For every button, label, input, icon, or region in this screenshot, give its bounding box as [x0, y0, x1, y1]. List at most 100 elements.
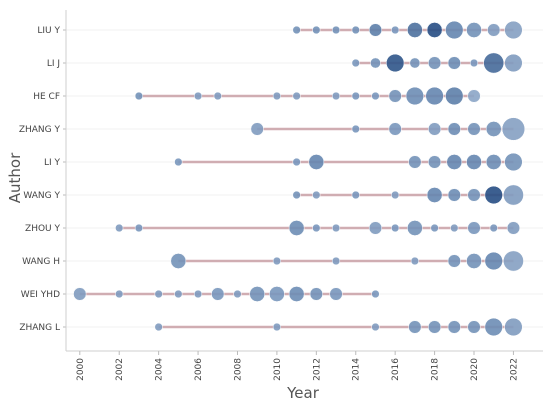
publication-bubble: [292, 190, 301, 200]
author-rows: LIU Y LI J HE CF ZHANG Y LI Y WANG Y ZHOU Y WAN…: [19, 20, 526, 337]
publication-bubble: [447, 122, 461, 136]
publication-bubble: [469, 58, 479, 68]
publication-bubble: [430, 223, 439, 233]
publication-bubble: [447, 188, 461, 202]
publication-bubble: [426, 22, 443, 38]
author-row: WEI YHD: [21, 286, 380, 302]
publication-bubble: [73, 287, 87, 301]
publication-bubble: [368, 221, 383, 235]
publication-bubble: [351, 58, 360, 68]
author-row: WANG H: [22, 250, 524, 272]
publication-bubble: [504, 20, 523, 40]
publication-bubble: [386, 53, 405, 73]
publication-bubble: [351, 190, 360, 200]
author-row: ZHOU Y: [25, 220, 521, 236]
publication-bubble: [466, 253, 482, 269]
publication-bubble: [445, 86, 464, 106]
x-tick-label: 2000: [76, 358, 86, 381]
publication-bubble: [368, 23, 383, 37]
publication-bubble: [466, 22, 482, 38]
publication-bubble: [331, 256, 341, 266]
author-row: LIU Y: [37, 20, 523, 40]
publication-bubble: [331, 91, 341, 101]
publication-bubble: [115, 223, 124, 233]
publication-bubble: [489, 223, 498, 233]
x-tick-label: 2020: [470, 358, 480, 381]
y-tick-label: WEI YHD: [21, 290, 60, 300]
publication-bubble: [485, 121, 502, 137]
publication-bubble: [467, 188, 481, 202]
author-row: ZHANG L: [19, 317, 523, 337]
publication-bubble: [446, 154, 463, 170]
publication-bubble: [134, 91, 144, 101]
y-tick-label: LIU Y: [37, 26, 60, 36]
publication-bubble: [410, 256, 419, 266]
x-tick-label: 2006: [194, 358, 204, 381]
publication-bubble: [331, 25, 341, 35]
y-tick-label: LI J: [47, 59, 60, 69]
publication-bubble: [447, 320, 461, 334]
publication-bubble: [308, 154, 325, 170]
publication-bubble: [249, 286, 266, 302]
publication-bubble: [426, 187, 443, 203]
publication-bubble: [425, 86, 444, 106]
publication-bubble: [388, 89, 402, 103]
x-tick-label: 2010: [273, 358, 283, 381]
x-tick-label: 2002: [115, 358, 125, 381]
author-row: LI J: [47, 52, 523, 74]
y-tick-label: ZHANG L: [19, 323, 60, 333]
publication-bubble: [211, 287, 225, 301]
author-row: ZHANG Y: [19, 117, 526, 141]
publication-bubble: [391, 190, 400, 200]
publication-bubble: [487, 23, 501, 37]
y-tick-label: ZHOU Y: [25, 224, 60, 234]
author-row: HE CF: [33, 86, 481, 106]
x-tick-label: 2008: [233, 358, 243, 381]
gridlines: [66, 29, 543, 328]
publication-bubble: [272, 256, 282, 266]
y-tick-label: HE CF: [33, 92, 60, 102]
publication-bubble: [388, 122, 402, 136]
publication-bubble: [272, 91, 282, 101]
y-tick-label: WANG H: [22, 257, 60, 267]
x-tick-label: 2022: [509, 358, 519, 381]
publication-bubble: [504, 53, 523, 73]
publication-bubble: [503, 250, 524, 272]
publication-bubble: [409, 57, 421, 69]
publication-bubble: [408, 320, 422, 334]
publication-bubble: [154, 322, 163, 332]
publication-bubble: [391, 25, 400, 35]
publication-bubble: [503, 184, 524, 206]
publication-bubble: [213, 91, 222, 101]
publication-bubble: [193, 91, 203, 101]
publication-bubble: [467, 221, 481, 235]
publication-bubble: [370, 57, 381, 69]
publication-bubble: [170, 253, 187, 269]
y-tick-label: WANG Y: [23, 191, 60, 201]
publication-bubble: [312, 190, 321, 200]
publication-bubble: [174, 157, 183, 167]
publication-bubble: [467, 320, 481, 334]
author-row: WANG Y: [23, 184, 524, 206]
publication-bubble: [484, 317, 503, 337]
y-tick-label: ZHANG Y: [19, 125, 61, 135]
x-tick-label: 2004: [155, 358, 165, 381]
publication-bubble: [504, 152, 523, 172]
publication-bubble: [351, 25, 360, 35]
publication-bubble: [233, 289, 242, 299]
publication-bubble: [504, 317, 523, 337]
publication-bubble: [288, 220, 305, 236]
x-tick-label: 2012: [312, 358, 322, 381]
publication-bubble: [427, 122, 442, 136]
publication-bubble: [445, 20, 464, 40]
publication-bubble: [269, 286, 285, 302]
publication-bubble: [288, 286, 305, 302]
y-tick-label: LI Y: [44, 158, 61, 168]
publication-bubble: [115, 289, 124, 299]
publication-bubble: [351, 91, 360, 101]
axes: 2000 2002 2004 2006 2008 2010 2012 2014 2016 2018…: [65, 10, 543, 381]
publication-bubble: [427, 155, 442, 169]
publication-bubble: [447, 254, 461, 268]
publication-bubble: [447, 56, 461, 70]
